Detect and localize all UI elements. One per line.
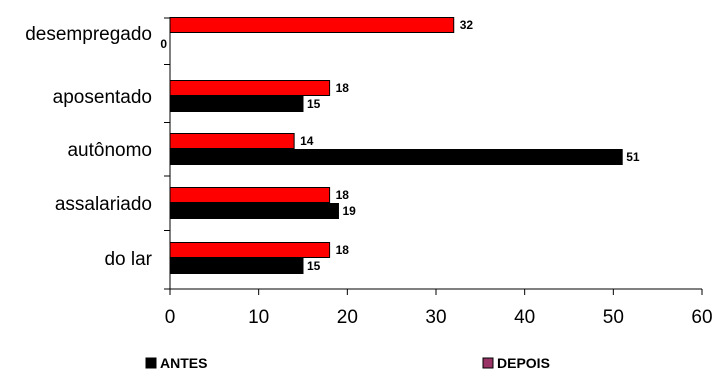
bar-antes-do-lar bbox=[169, 258, 304, 274]
data-label-antes-aposentado: 15 bbox=[307, 97, 321, 111]
data-label-antes-do-lar: 15 bbox=[307, 259, 321, 273]
bar-antes-aposentado bbox=[169, 96, 304, 112]
legend-label-depois: DEPOIS bbox=[497, 355, 550, 371]
legend: ANTES DEPOIS bbox=[145, 355, 550, 371]
category-label-assalariado: assalariado bbox=[55, 194, 152, 215]
category-label-aposentado: aposentado bbox=[53, 87, 152, 108]
bar-depois-do-lar bbox=[169, 242, 331, 258]
x-tick-label: 20 bbox=[337, 307, 358, 328]
category-label-autonomo: autônomo bbox=[67, 140, 152, 161]
legend-swatch-depois bbox=[482, 357, 494, 369]
data-label-depois-assalariado: 18 bbox=[336, 188, 350, 202]
data-label-antes-assalariado: 19 bbox=[342, 204, 356, 218]
data-label-depois-desempregado: 32 bbox=[460, 18, 474, 32]
axes-layer: 0 10 20 30 40 50 60 bbox=[164, 17, 713, 328]
legend-label-antes: ANTES bbox=[160, 355, 207, 371]
bar-depois-autonomo bbox=[169, 133, 295, 149]
x-tick-label: 10 bbox=[248, 307, 269, 328]
x-tick-label: 50 bbox=[603, 307, 624, 328]
data-label-depois-aposentado: 18 bbox=[336, 81, 350, 95]
bar-antes-autonomo bbox=[169, 149, 623, 165]
labels-layer: desempregado aposentado autônomo assalariad… bbox=[25, 18, 640, 273]
bars-layer bbox=[169, 17, 623, 274]
bar-depois-assalariado bbox=[169, 187, 331, 203]
data-label-antes-desempregado: 0 bbox=[160, 37, 167, 51]
x-tick-label: 0 bbox=[165, 307, 176, 328]
x-tick-label: 40 bbox=[514, 307, 535, 328]
bar-antes-assalariado bbox=[169, 203, 339, 219]
bar-depois-desempregado bbox=[169, 17, 455, 33]
bar-depois-aposentado bbox=[169, 80, 331, 96]
category-label-do-lar: do lar bbox=[104, 249, 152, 270]
x-tick-label: 60 bbox=[691, 307, 712, 328]
category-label-desempregado: desempregado bbox=[25, 24, 152, 45]
data-label-depois-autonomo: 14 bbox=[300, 134, 314, 148]
data-label-antes-autonomo: 51 bbox=[626, 150, 640, 164]
legend-swatch-antes bbox=[145, 357, 157, 369]
data-label-depois-do-lar: 18 bbox=[336, 243, 350, 257]
x-tick-label: 30 bbox=[425, 307, 446, 328]
